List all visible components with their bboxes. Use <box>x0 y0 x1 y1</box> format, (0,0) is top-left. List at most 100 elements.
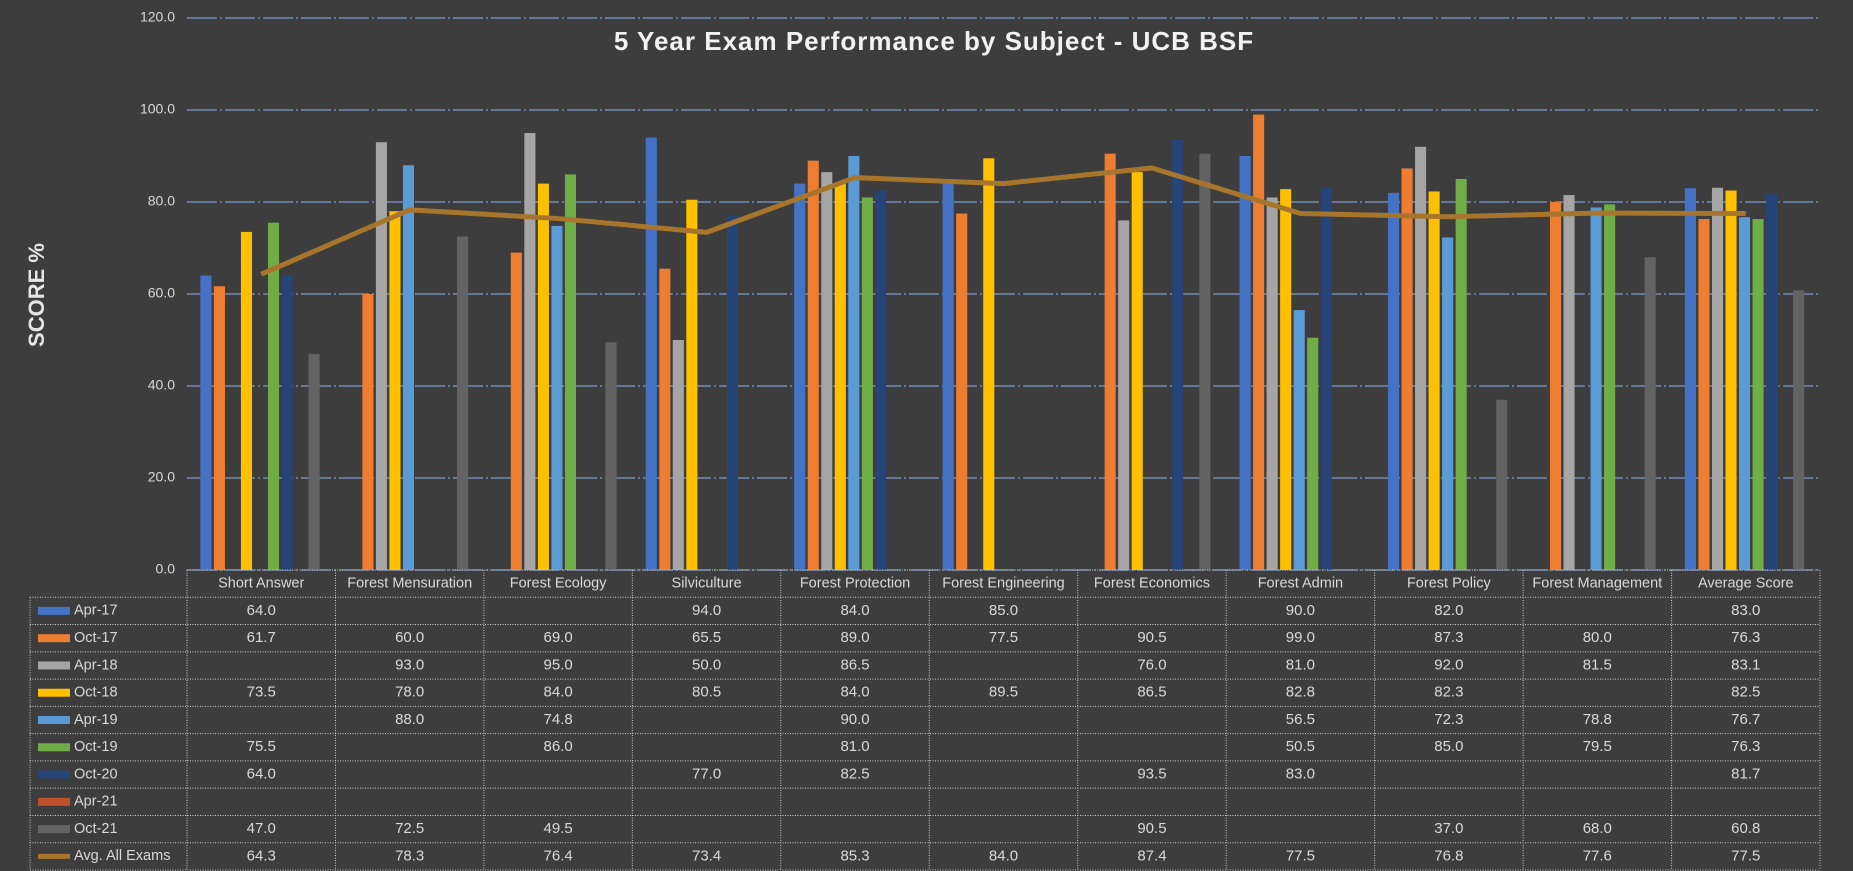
table-value: 93.0 <box>395 656 424 673</box>
table-value: 83.1 <box>1731 656 1760 673</box>
table-value: 87.4 <box>1137 847 1166 864</box>
table-value: 87.3 <box>1434 629 1463 646</box>
table-value: 86.5 <box>1137 684 1166 701</box>
table-value: 64.3 <box>247 847 276 864</box>
bar <box>983 158 995 571</box>
x-tick-label: Forest Engineering <box>942 575 1065 591</box>
table-value: 99.0 <box>1286 629 1315 646</box>
table-value: 90.5 <box>1137 820 1166 837</box>
table-value: 81.0 <box>1286 656 1315 673</box>
legend-label: Apr-18 <box>74 657 118 673</box>
table-value: 82.5 <box>840 766 869 783</box>
table-value: 50.0 <box>692 656 721 673</box>
bar <box>375 142 387 570</box>
bar <box>551 225 563 571</box>
table-value: 95.0 <box>544 656 573 673</box>
table-value: 77.6 <box>1583 847 1612 864</box>
bar <box>1239 156 1251 570</box>
x-tick-label: Average Score <box>1698 575 1794 591</box>
bar <box>1266 197 1278 570</box>
table-value: 77.5 <box>1731 847 1760 864</box>
table-value: 86.0 <box>544 738 573 755</box>
bar <box>1496 399 1508 570</box>
table-value: 72.5 <box>395 820 424 837</box>
bar <box>213 286 225 570</box>
y-tick-label: 20.0 <box>148 469 175 485</box>
table-value: 88.0 <box>395 711 424 728</box>
y-tick-label: 80.0 <box>148 193 175 209</box>
table-value: 76.3 <box>1731 738 1760 755</box>
bar <box>537 183 549 570</box>
bar <box>726 215 738 571</box>
bar <box>281 275 293 570</box>
legend-label: Oct-20 <box>74 766 118 782</box>
table-value: 76.0 <box>1137 656 1166 673</box>
bar <box>1684 188 1696 570</box>
table-value: 78.0 <box>395 684 424 701</box>
bar <box>645 137 657 570</box>
bar <box>267 222 280 570</box>
bar <box>1604 204 1616 571</box>
table-value: 76.4 <box>544 847 573 864</box>
bar <box>1711 187 1724 571</box>
bar <box>1172 139 1184 570</box>
table-value: 75.5 <box>247 738 276 755</box>
table-value: 64.0 <box>247 766 276 783</box>
bar <box>1280 189 1292 570</box>
table-value: 82.0 <box>1434 602 1463 619</box>
legend-swatch <box>38 797 70 806</box>
bar <box>1725 190 1737 570</box>
table-value: 78.8 <box>1583 711 1612 728</box>
legend-swatch <box>38 688 70 697</box>
table-value: 83.0 <box>1286 766 1315 783</box>
table-value: 93.5 <box>1137 766 1166 783</box>
bar <box>308 353 320 570</box>
bar <box>1401 168 1413 571</box>
bar <box>848 156 860 570</box>
table-value: 80.0 <box>1583 629 1612 646</box>
legend-swatch <box>38 606 70 615</box>
x-tick-label: Forest Policy <box>1407 575 1492 591</box>
bar <box>1766 194 1778 570</box>
bar <box>524 133 536 570</box>
bar <box>659 268 671 570</box>
bar <box>794 183 806 570</box>
table-value: 72.3 <box>1434 711 1463 728</box>
bar <box>1442 237 1454 571</box>
bar <box>240 231 253 570</box>
bar <box>861 197 873 570</box>
table-value: 73.5 <box>247 684 276 701</box>
table-value: 84.0 <box>544 684 573 701</box>
bar <box>1307 337 1319 570</box>
bar <box>564 174 576 570</box>
bar <box>821 172 833 570</box>
bar <box>1549 202 1562 570</box>
legend-swatch <box>38 716 70 724</box>
bar <box>807 160 819 570</box>
y-axis-label: SCORE % <box>24 243 49 347</box>
table-value: 77.5 <box>1286 847 1315 864</box>
x-tick-label: Forest Admin <box>1258 575 1343 591</box>
bar <box>510 252 522 570</box>
bar <box>1698 219 1710 570</box>
bar <box>942 179 954 570</box>
legend-label: Apr-19 <box>74 712 118 728</box>
bar <box>1752 219 1764 570</box>
bar <box>1104 153 1116 570</box>
bar <box>362 294 374 570</box>
bar <box>605 342 617 570</box>
table-value: 69.0 <box>544 629 573 646</box>
legend-label: Avg. All Exams <box>74 848 170 864</box>
table-value: 89.0 <box>840 629 869 646</box>
x-tick-label: Forest Ecology <box>510 575 607 591</box>
legend-swatch <box>38 825 70 834</box>
table-value: 85.0 <box>989 602 1018 619</box>
legend-swatch <box>38 634 70 643</box>
chart-title: 5 Year Exam Performance by Subject - UCB… <box>614 26 1254 56</box>
bar <box>1199 153 1211 570</box>
bar <box>402 165 415 570</box>
table-value: 76.7 <box>1731 711 1760 728</box>
legend-label: Oct-19 <box>74 739 118 755</box>
table-value: 77.0 <box>692 766 721 783</box>
